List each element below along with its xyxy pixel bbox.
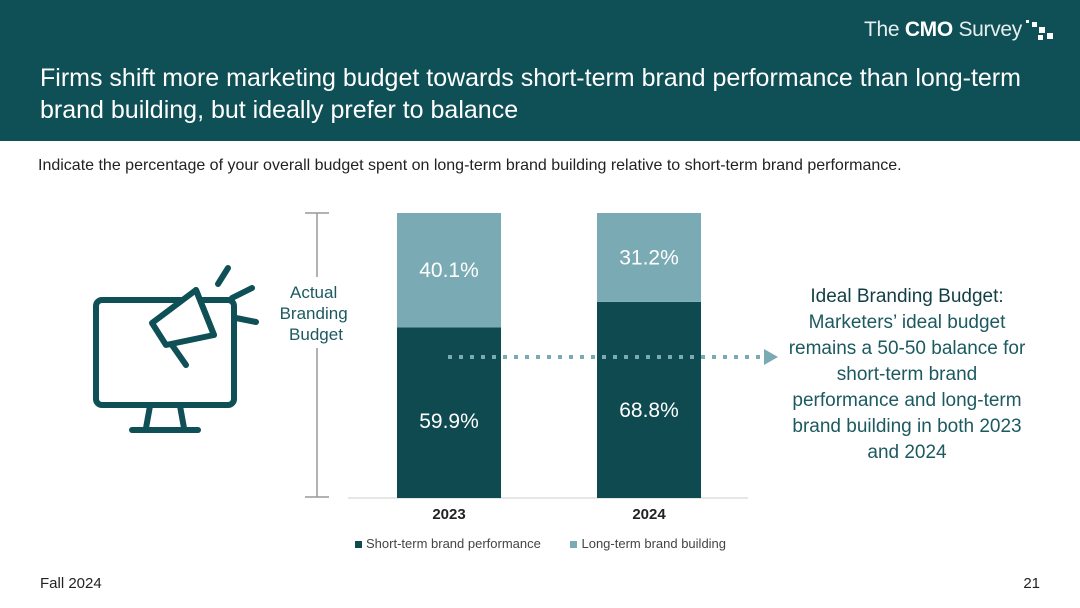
ideal-budget-title: Ideal Branding Budget: (810, 286, 1004, 307)
legend-item-short-term: Short-term brand performance (355, 536, 541, 551)
data-label-2024-series-1: 31.2% (619, 246, 679, 269)
chart-legend: Short-term brand performance Long-term b… (355, 536, 752, 551)
bar-2024-series-0 (597, 301, 701, 498)
page-title: Firms shift more marketing budget toward… (40, 64, 1021, 124)
ideal-budget-note: Ideal Branding Budget: Marketers’ ideal … (782, 284, 1032, 466)
ideal-budget-text: Marketers’ ideal budget remains a 50-50 … (788, 312, 1026, 463)
x-tick-label-2023: 2023 (432, 506, 465, 523)
data-label-2024-series-0: 68.8% (619, 399, 679, 422)
bar-2023-series-1 (397, 213, 501, 328)
bracket-label: Actual Branding Budget (280, 283, 353, 344)
bar-2024-series-1 (597, 213, 701, 302)
data-label-2023-series-0: 59.9% (419, 410, 479, 433)
legend-item-long-term: Long-term brand building (570, 536, 726, 551)
bars-group: 59.9% 40.1% 2023 68.8% 31.2% 2024 (397, 213, 701, 523)
actual-budget-bracket (305, 212, 329, 498)
ideal-arrow-head (764, 349, 778, 365)
question-text: Indicate the percentage of your overall … (38, 157, 902, 174)
data-label-2023-series-1: 40.1% (419, 259, 479, 282)
legend-swatch-long-term (570, 541, 578, 549)
header-banner: The CMO Survey Firms shift more marketin… (0, 0, 1080, 141)
brand-logo: The CMO Survey (863, 18, 1022, 41)
brand-dots-icon (1026, 20, 1053, 40)
legend-swatch-short-term (355, 541, 362, 549)
page-number: 21 (1023, 575, 1040, 592)
x-tick-label-2024: 2024 (632, 506, 666, 523)
footer-season: Fall 2024 (40, 575, 102, 592)
monitor-megaphone-icon (93, 265, 259, 433)
